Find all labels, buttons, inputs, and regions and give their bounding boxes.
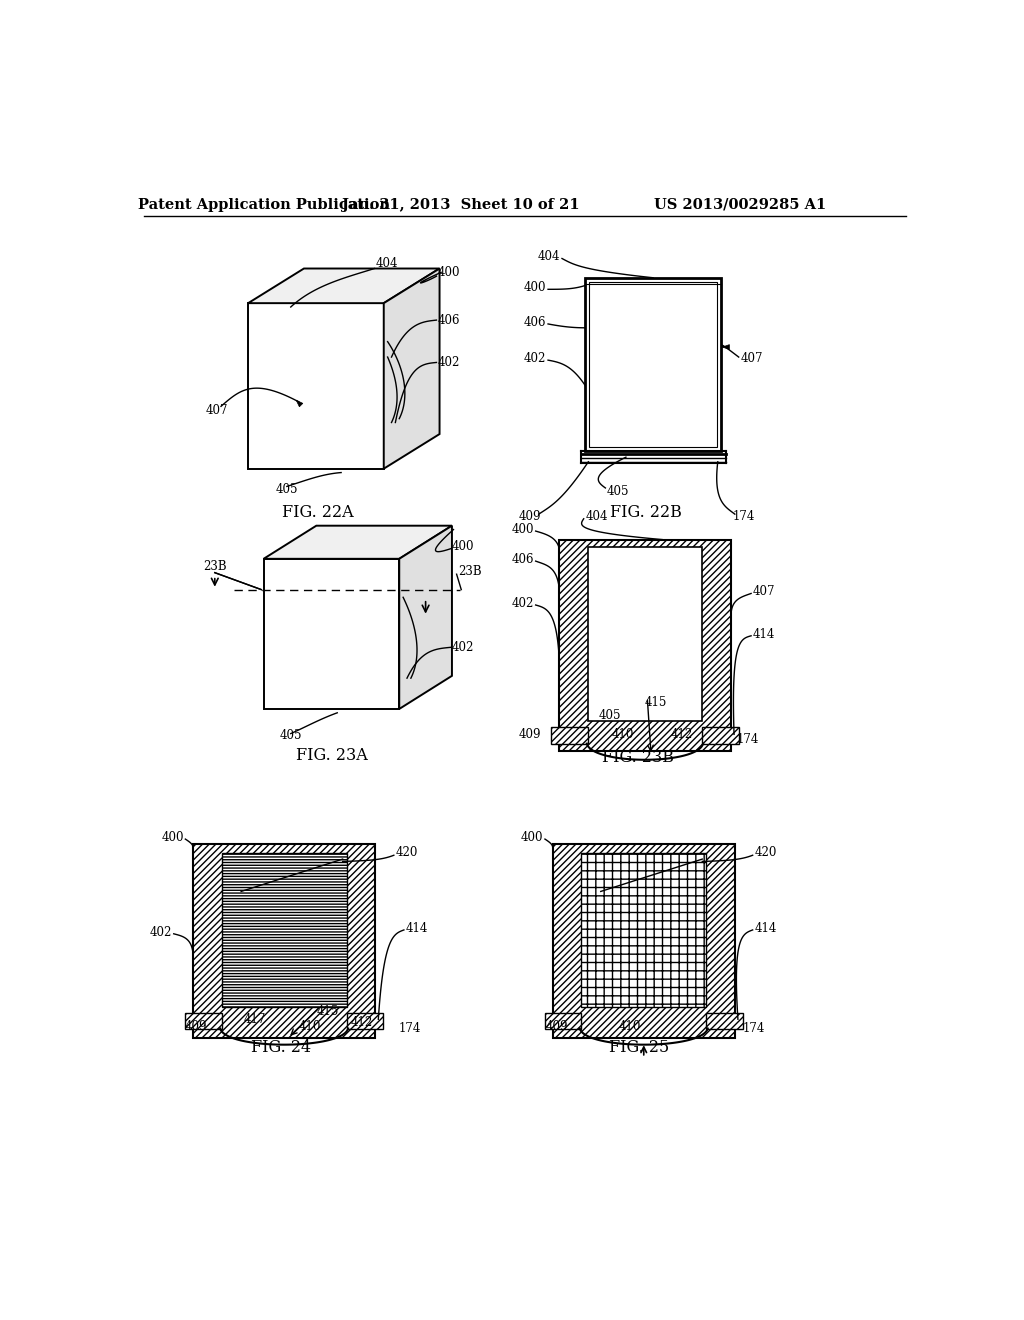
Text: 23B: 23B (203, 560, 226, 573)
Text: 400: 400 (521, 832, 544, 843)
Text: 400: 400 (512, 523, 535, 536)
Text: 407: 407 (206, 404, 228, 417)
Polygon shape (559, 540, 731, 751)
Text: 404: 404 (376, 257, 398, 271)
Text: 406: 406 (438, 314, 461, 326)
Text: 414: 414 (406, 921, 428, 935)
Text: FIG. 23A: FIG. 23A (296, 747, 368, 764)
Text: 23B: 23B (458, 565, 481, 578)
Polygon shape (701, 726, 738, 743)
Text: FIG. 23B: FIG. 23B (602, 748, 674, 766)
Text: 412: 412 (351, 1016, 373, 1028)
Text: 420: 420 (395, 846, 418, 859)
Text: 405: 405 (280, 730, 302, 742)
Text: 420: 420 (755, 846, 776, 859)
Text: 400: 400 (524, 281, 547, 294)
Text: 400: 400 (162, 832, 183, 843)
Text: 417: 417 (243, 1012, 265, 1026)
Text: 410: 410 (299, 1020, 322, 1034)
Polygon shape (553, 843, 735, 1038)
Text: 402: 402 (150, 925, 172, 939)
Text: 174: 174 (737, 733, 759, 746)
Polygon shape (248, 268, 439, 304)
Text: 409: 409 (518, 727, 541, 741)
Text: Patent Application Publication: Patent Application Publication (137, 198, 389, 211)
Polygon shape (346, 1014, 383, 1028)
Polygon shape (582, 853, 707, 1007)
Polygon shape (722, 345, 729, 350)
Polygon shape (545, 1014, 582, 1028)
Text: 174: 174 (398, 1022, 421, 1035)
Text: Jan. 31, 2013  Sheet 10 of 21: Jan. 31, 2013 Sheet 10 of 21 (342, 198, 580, 211)
Text: 174: 174 (733, 510, 756, 523)
Text: 410: 410 (620, 1020, 641, 1034)
Text: 415: 415 (644, 696, 667, 709)
Polygon shape (399, 525, 452, 709)
Text: 409: 409 (546, 1020, 568, 1034)
Text: FIG. 22A: FIG. 22A (282, 504, 353, 521)
Text: 402: 402 (512, 597, 535, 610)
Text: 402: 402 (524, 352, 547, 366)
Polygon shape (263, 525, 452, 558)
Text: 407: 407 (753, 585, 775, 598)
Polygon shape (222, 853, 346, 1007)
Text: 414: 414 (753, 628, 775, 640)
Text: FIG. 24: FIG. 24 (251, 1039, 310, 1056)
Polygon shape (185, 1014, 222, 1028)
Polygon shape (194, 843, 375, 1038)
Text: 400: 400 (438, 265, 461, 279)
Text: FIG. 22B: FIG. 22B (609, 504, 682, 521)
Polygon shape (384, 268, 439, 469)
Text: 409: 409 (518, 510, 541, 523)
Text: FIG. 25: FIG. 25 (609, 1039, 670, 1056)
Polygon shape (707, 1014, 742, 1028)
Text: 404: 404 (538, 249, 560, 263)
Text: 409: 409 (185, 1020, 208, 1034)
Text: 410: 410 (611, 727, 634, 741)
Text: 404: 404 (586, 510, 608, 523)
Text: 400: 400 (452, 540, 474, 553)
Text: 406: 406 (524, 315, 547, 329)
Text: 402: 402 (438, 356, 461, 370)
Text: 414: 414 (755, 921, 776, 935)
Polygon shape (248, 304, 384, 469)
Polygon shape (589, 548, 701, 721)
Text: 405: 405 (275, 483, 298, 496)
Text: 406: 406 (512, 553, 535, 566)
Text: US 2013/0029285 A1: US 2013/0029285 A1 (654, 198, 826, 211)
Polygon shape (586, 277, 721, 451)
Polygon shape (263, 558, 399, 709)
Text: 405: 405 (599, 709, 622, 722)
Text: 415: 415 (317, 1005, 340, 1018)
Text: 407: 407 (740, 352, 763, 366)
Text: 412: 412 (671, 727, 693, 741)
Polygon shape (296, 400, 303, 407)
Polygon shape (551, 726, 589, 743)
Text: 402: 402 (452, 640, 474, 653)
Text: 174: 174 (743, 1022, 765, 1035)
Text: 405: 405 (607, 484, 630, 498)
